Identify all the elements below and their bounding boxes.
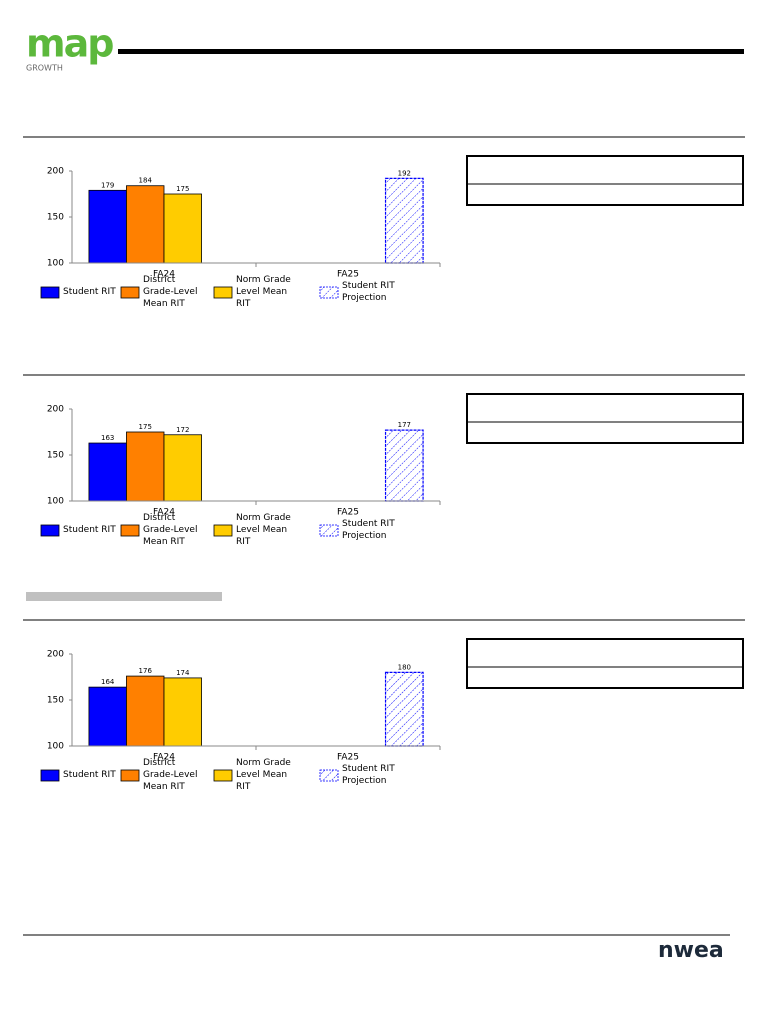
y-tick-label: 150 [47, 213, 64, 223]
y-tick-label: 200 [47, 650, 64, 660]
x-tick-label: FA24 [153, 753, 175, 763]
y-tick-label: 100 [47, 742, 64, 752]
y-tick-label: 200 [47, 405, 64, 415]
data-label: 163 [101, 434, 114, 442]
data-label: 172 [176, 426, 189, 434]
x-tick-label: FA25 [337, 508, 359, 518]
legend-swatch [120, 286, 140, 299]
bar [126, 431, 165, 502]
bar [384, 177, 424, 264]
legend-swatch [213, 524, 233, 537]
bar [126, 675, 165, 747]
legend-swatch [213, 286, 233, 299]
logo-sub: GROWTH [26, 64, 63, 73]
legend-label: Student RIT [63, 287, 116, 297]
legend-label: Student RIT Projection [342, 764, 395, 786]
footer-logo: nwea [658, 938, 724, 963]
bar [88, 442, 127, 502]
legend-swatch [120, 769, 140, 782]
data-label: 176 [139, 667, 153, 675]
legend-label: Student RIT Projection [342, 281, 395, 303]
legend-label: District Grade-Level Mean RIT [143, 513, 198, 547]
bar [88, 189, 127, 264]
data-label: 192 [398, 169, 411, 177]
header-rule [118, 49, 744, 54]
legend-label: Student RIT Projection [342, 519, 395, 541]
bar [163, 193, 202, 264]
data-label: 177 [398, 421, 411, 429]
y-tick-label: 150 [47, 451, 64, 461]
data-label: 174 [176, 669, 190, 677]
x-tick-label: FA25 [337, 270, 359, 280]
legend-label: Norm Grade Level Mean RIT [236, 758, 291, 792]
legend-swatch [120, 524, 140, 537]
legend-swatch [319, 769, 339, 782]
x-tick-label: FA25 [337, 753, 359, 763]
legend-label: District Grade-Level Mean RIT [143, 758, 198, 792]
bar [163, 434, 202, 502]
legend-swatch [40, 286, 60, 299]
legend-swatch [40, 769, 60, 782]
x-tick-label: FA24 [153, 270, 175, 280]
info-box [466, 638, 744, 689]
info-box [466, 393, 744, 444]
legend-swatch [40, 524, 60, 537]
y-tick-label: 100 [47, 259, 64, 269]
y-tick-label: 150 [47, 696, 64, 706]
x-tick-label: FA24 [153, 508, 175, 518]
data-label: 179 [101, 181, 114, 189]
legend-swatch [319, 524, 339, 537]
logo: map [26, 22, 113, 66]
data-label: 180 [398, 663, 411, 671]
data-label: 175 [176, 185, 189, 193]
data-label: 175 [139, 423, 152, 431]
data-label: 164 [101, 678, 115, 686]
legend-label: Norm Grade Level Mean RIT [236, 513, 291, 547]
legend-label: District Grade-Level Mean RIT [143, 275, 198, 309]
data-label: 184 [139, 177, 153, 185]
placeholder-bar [26, 592, 222, 601]
legend-label: Student RIT [63, 525, 116, 535]
bar [384, 671, 424, 747]
y-tick-label: 100 [47, 497, 64, 507]
legend-swatch [213, 769, 233, 782]
legend-label: Student RIT [63, 770, 116, 780]
legend-label: Norm Grade Level Mean RIT [236, 275, 291, 309]
bar [88, 686, 127, 747]
bar [163, 677, 202, 747]
legend-swatch [319, 286, 339, 299]
info-box [466, 155, 744, 206]
bar [384, 429, 424, 502]
y-tick-label: 200 [47, 167, 64, 177]
bar [126, 185, 165, 264]
